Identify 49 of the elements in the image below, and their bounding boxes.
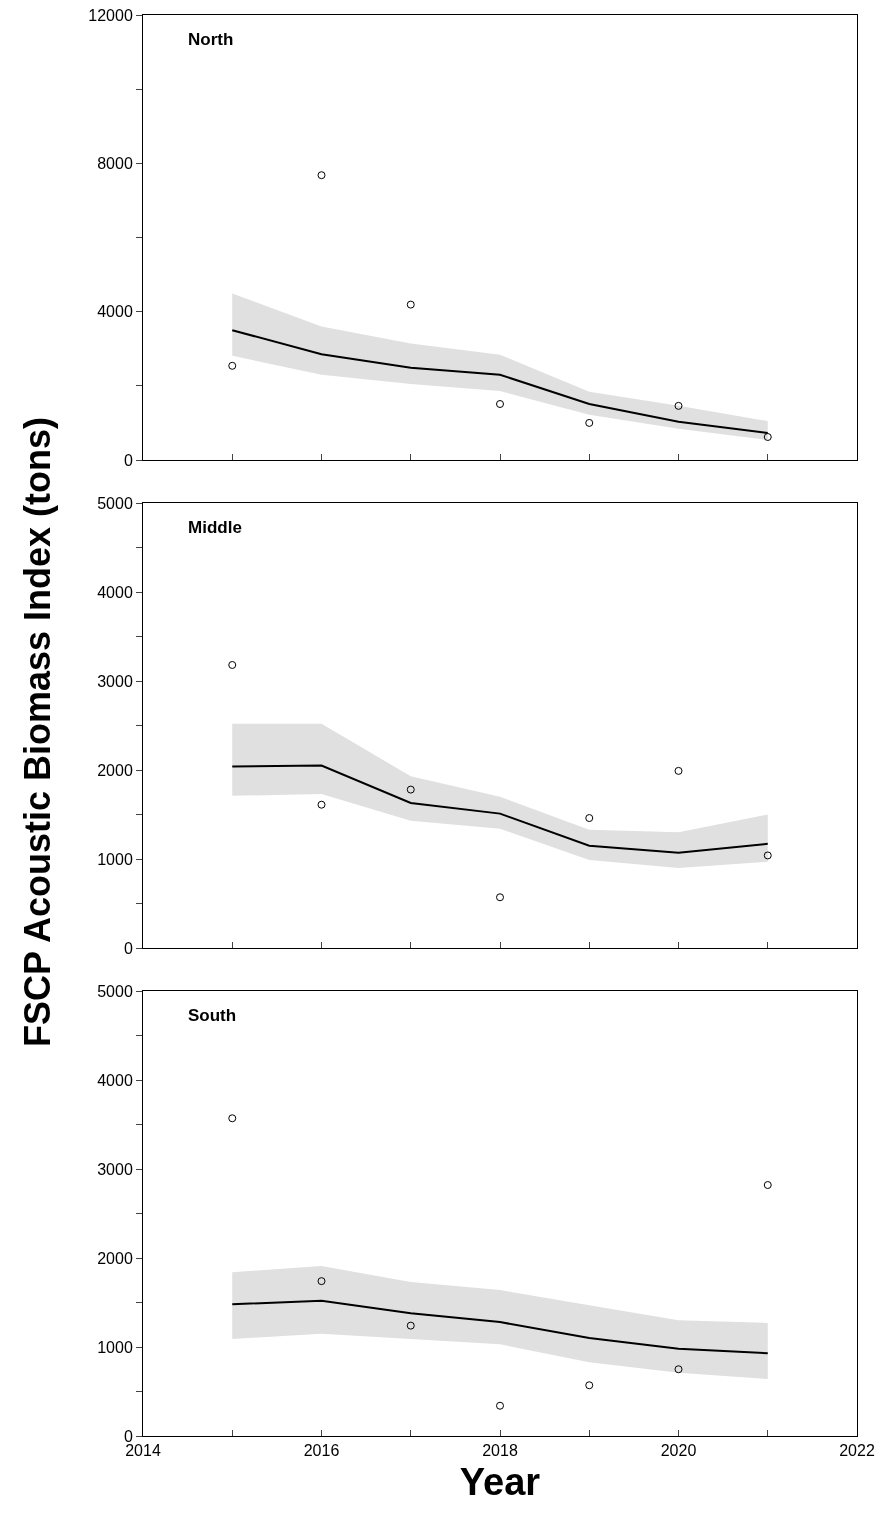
- point: [406, 785, 415, 794]
- point: [317, 171, 326, 180]
- point: [317, 1277, 326, 1286]
- y-tick-label: 3000: [97, 1160, 133, 1178]
- y-tick-label: 1000: [97, 1338, 133, 1356]
- x-tick-label: 2018: [482, 1442, 518, 1460]
- point: [763, 851, 772, 860]
- y-tick-label: 1000: [97, 850, 133, 868]
- text: South: [188, 1006, 237, 1025]
- y-tick-label: 4000: [97, 303, 133, 321]
- line-series: [231, 1299, 769, 1355]
- point: [496, 1401, 504, 1410]
- x-tick-label: 2022: [839, 1442, 875, 1460]
- point: [496, 893, 504, 902]
- x-axis-title: Year: [459, 1461, 541, 1504]
- point: [674, 766, 683, 775]
- point: [763, 433, 772, 442]
- x-tick-label: 2014: [125, 1442, 161, 1460]
- y-tick-label: 4000: [97, 583, 133, 601]
- point: [674, 1365, 683, 1374]
- y-tick-label: 0: [123, 939, 133, 957]
- y-axis-title: FSCP Acoustic Biomass Index (tons): [17, 416, 59, 1048]
- y-tick-label: 5000: [97, 982, 133, 1000]
- point: [674, 401, 683, 410]
- y-tick-label: 5000: [97, 494, 133, 512]
- point: [317, 800, 326, 809]
- text: North: [188, 30, 234, 49]
- point: [763, 1181, 772, 1190]
- point: [585, 1381, 594, 1390]
- line-series: [231, 764, 769, 854]
- point: [496, 400, 504, 408]
- y-tick-label: 2000: [97, 1249, 133, 1267]
- y-tick-label: 8000: [97, 154, 133, 172]
- point: [406, 1321, 415, 1330]
- text: Middle: [188, 518, 242, 537]
- y-tick-label: 0: [123, 451, 133, 469]
- point: [228, 361, 237, 370]
- y-tick-label: 0: [123, 1427, 133, 1445]
- point: [228, 660, 237, 669]
- point: [585, 418, 594, 427]
- y-tick-label: 3000: [97, 672, 133, 690]
- y-tick-label: 4000: [97, 1071, 133, 1089]
- x-tick-label: 2020: [660, 1442, 697, 1460]
- point: [406, 300, 415, 309]
- point: [585, 814, 594, 823]
- point: [228, 1114, 237, 1123]
- y-tick-label: 2000: [97, 761, 133, 779]
- x-tick-label: 2016: [303, 1442, 340, 1460]
- y-tick-label: 12000: [88, 6, 133, 24]
